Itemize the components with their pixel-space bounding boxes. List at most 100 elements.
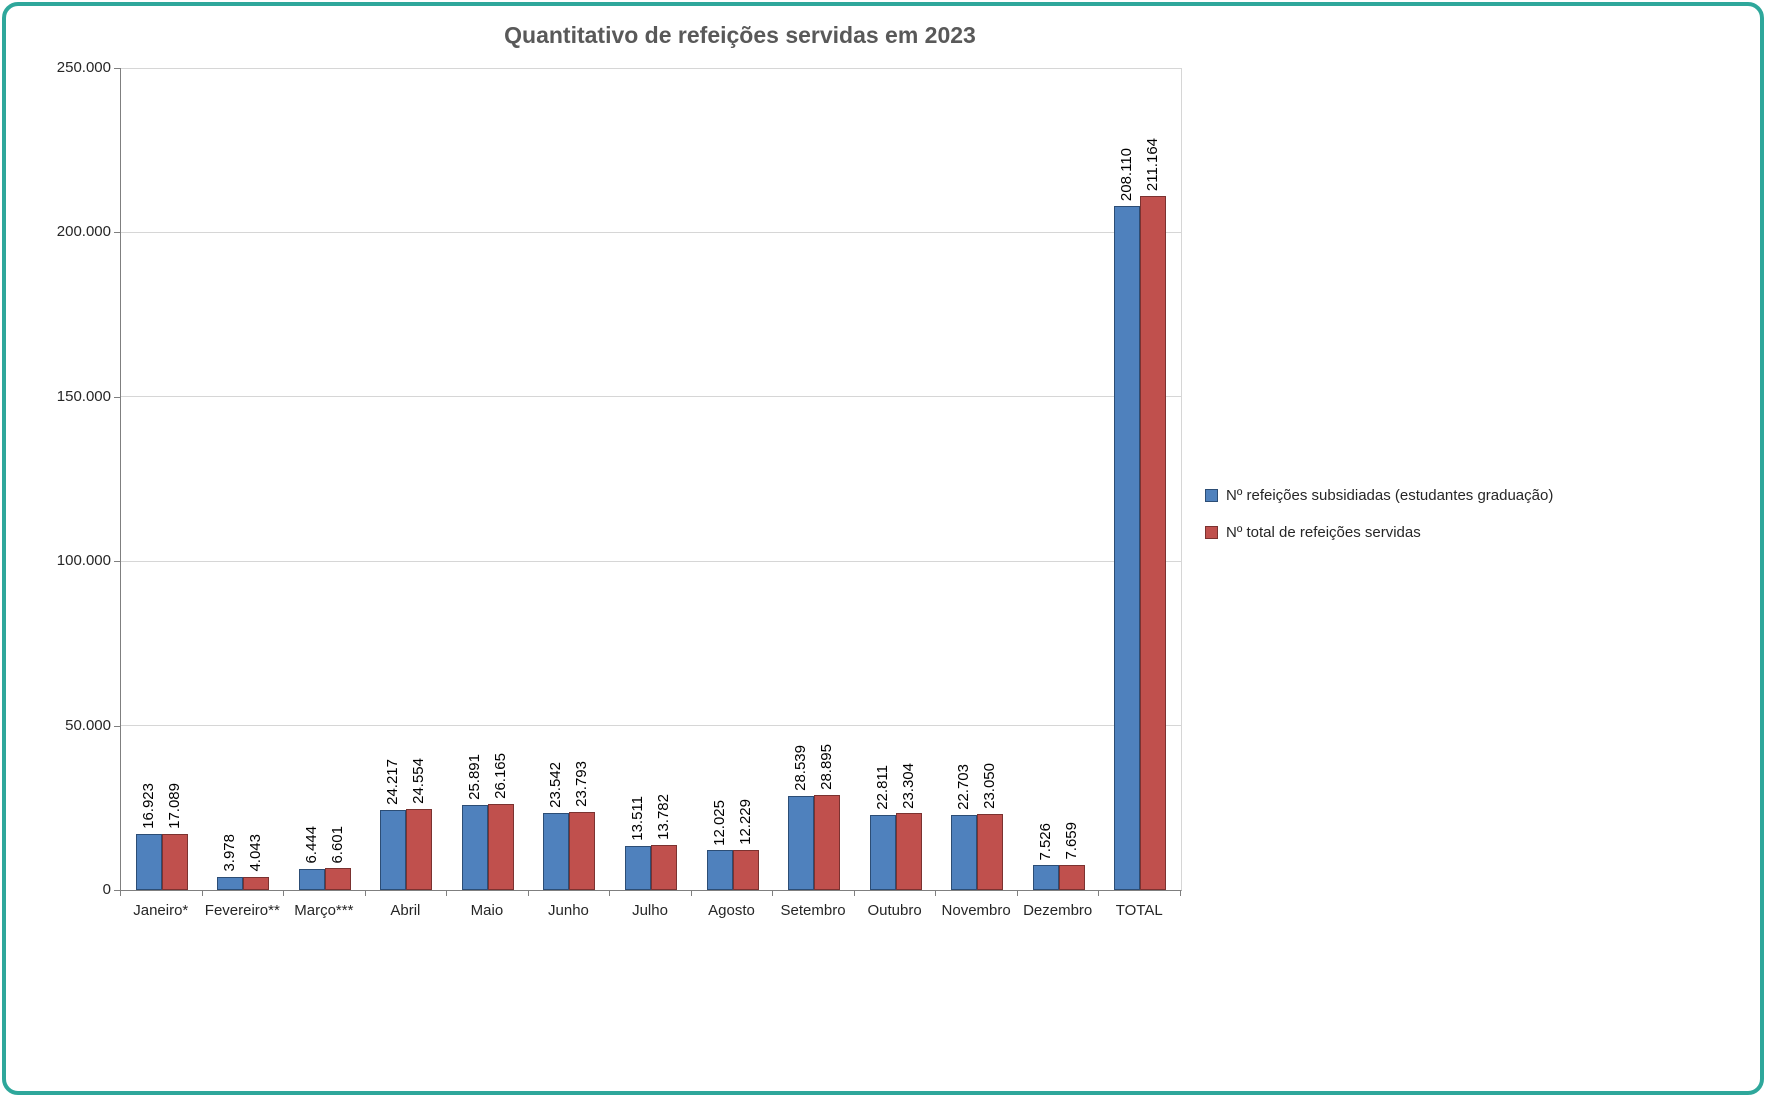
legend-entry-total: Nº total de refeições servidas <box>1205 514 1553 551</box>
bar-total <box>895 813 922 890</box>
x-axis-label: Novembro <box>941 902 1011 919</box>
x-axis-tick-mark <box>446 891 448 896</box>
x-axis-label: Junho <box>548 902 589 919</box>
bar-value-label: 17.089 <box>165 782 183 829</box>
x-axis-label: Outubro <box>867 902 922 919</box>
bar-subsidiadas <box>951 815 978 890</box>
plot-area: 16.923 17.089 3.978 4.043 6.444 6.601 24.217 24… <box>120 67 1182 891</box>
chart-title: Quantitativo de refeições servidas em 20… <box>504 22 976 48</box>
bar-value-label: 4.043 <box>247 834 265 872</box>
x-axis-tick-mark <box>1098 891 1100 896</box>
x-axis-label: Janeiro* <box>133 902 189 919</box>
bar-total <box>651 844 677 890</box>
bar-subsidiadas <box>380 810 407 890</box>
x-axis-tick-mark <box>201 891 203 896</box>
y-axis-tick-mark <box>114 890 120 891</box>
bar-value-label: 16.923 <box>139 783 157 830</box>
bar-value-label: 23.542 <box>547 761 565 808</box>
gridline <box>121 231 1181 233</box>
bar-subsidiadas <box>543 812 570 890</box>
bar-subsidiadas <box>788 796 815 890</box>
x-axis-label: Março*** <box>294 902 354 919</box>
bar-subsidiadas <box>625 845 651 890</box>
bar-value-label: 13.511 <box>629 795 646 841</box>
bar-total <box>324 868 351 890</box>
bar-value-label: 23.304 <box>899 762 917 809</box>
bar-value-label: 208.110 <box>1118 147 1136 201</box>
x-axis-tick-mark <box>120 891 121 896</box>
y-axis-tick-mark <box>114 396 120 398</box>
y-axis-tick-label: 200.000 <box>56 223 111 241</box>
y-axis-tick-label: 50.000 <box>65 716 111 734</box>
x-axis-tick-mark <box>690 891 692 896</box>
bar-total <box>814 795 841 890</box>
legend-label-total: Nº total de refeições servidas <box>1226 524 1421 541</box>
bar-value-label: 23.050 <box>981 763 999 810</box>
legend-entry-subsidiadas: Nº refeições subsidiadas (estudantes gra… <box>1205 477 1553 514</box>
bar-value-label: 26.165 <box>491 753 509 799</box>
bar-value-label: 24.217 <box>384 759 402 806</box>
bar-total <box>732 849 759 890</box>
gridline <box>121 560 1181 562</box>
bar-value-label: 211.164 <box>1144 137 1162 191</box>
bar-value-label: 23.793 <box>573 760 591 807</box>
x-axis-label: Abril <box>390 902 421 919</box>
legend-swatch-subsidiadas <box>1205 489 1218 502</box>
bar-value-label: 28.895 <box>818 744 836 790</box>
legend: Nº refeições subsidiadas (estudantes gra… <box>1205 477 1553 551</box>
legend-swatch-total <box>1205 526 1218 539</box>
bar-value-label: 12.025 <box>710 799 728 846</box>
x-axis-label: Julho <box>632 902 668 919</box>
bar-total <box>977 814 1004 890</box>
x-axis-tick-mark <box>935 891 937 896</box>
x-axis-label: Maio <box>470 902 504 919</box>
y-axis-tick-mark <box>114 561 120 563</box>
gridline <box>121 725 1181 727</box>
x-axis-label: TOTAL <box>1115 902 1163 919</box>
bar-value-label: 7.526 <box>1036 822 1054 861</box>
gridline <box>121 396 1181 398</box>
y-axis-tick-label: 150.000 <box>56 387 111 405</box>
bar-total <box>161 833 188 890</box>
x-axis-tick-mark <box>853 891 855 896</box>
bar-subsidiadas <box>217 876 244 890</box>
bar-total <box>406 809 433 890</box>
x-axis-tick-mark <box>609 891 611 896</box>
bar-subsidiadas <box>869 815 896 890</box>
bar-value-label: 12.229 <box>736 798 754 845</box>
y-axis-tick-label: 0 <box>102 881 111 898</box>
bar-subsidiadas <box>706 850 733 890</box>
bar-total <box>1140 195 1167 890</box>
bar-value-label: 24.554 <box>410 758 428 805</box>
bar-total <box>487 803 514 890</box>
x-axis-label: Agosto <box>708 902 755 919</box>
bar-subsidiadas <box>1114 205 1141 890</box>
x-axis-label: Setembro <box>780 902 846 919</box>
bar-value-label: 6.444 <box>302 826 320 864</box>
bar-subsidiadas <box>1032 865 1059 890</box>
bar-subsidiadas <box>298 868 325 890</box>
bar-subsidiadas <box>135 834 162 890</box>
y-axis-tick-mark <box>114 68 120 69</box>
y-axis-tick-mark <box>114 232 120 234</box>
bar-value-label: 3.978 <box>221 834 239 872</box>
bar-total <box>569 811 596 890</box>
bar-total <box>243 876 270 890</box>
y-axis-tick-label: 250.000 <box>56 59 111 76</box>
gridline <box>121 67 1181 69</box>
x-axis-label: Fevereiro** <box>204 902 280 919</box>
bar-subsidiadas <box>461 804 488 890</box>
x-axis-tick-mark <box>527 891 529 896</box>
bar-total <box>1058 864 1085 890</box>
bar-value-label: 7.659 <box>1062 822 1080 860</box>
x-axis-tick-mark <box>1016 891 1018 896</box>
legend-label-subsidiadas: Nº refeições subsidiadas (estudantes gra… <box>1226 487 1554 504</box>
x-axis-tick-mark <box>772 891 774 896</box>
y-axis-tick-mark <box>114 725 120 727</box>
x-axis-tick-mark <box>283 891 285 896</box>
bar-value-label: 28.539 <box>792 745 810 792</box>
x-axis-label: Dezembro <box>1023 902 1093 919</box>
bar-value-label: 25.891 <box>465 753 483 800</box>
bar-value-label: 13.782 <box>655 793 672 840</box>
